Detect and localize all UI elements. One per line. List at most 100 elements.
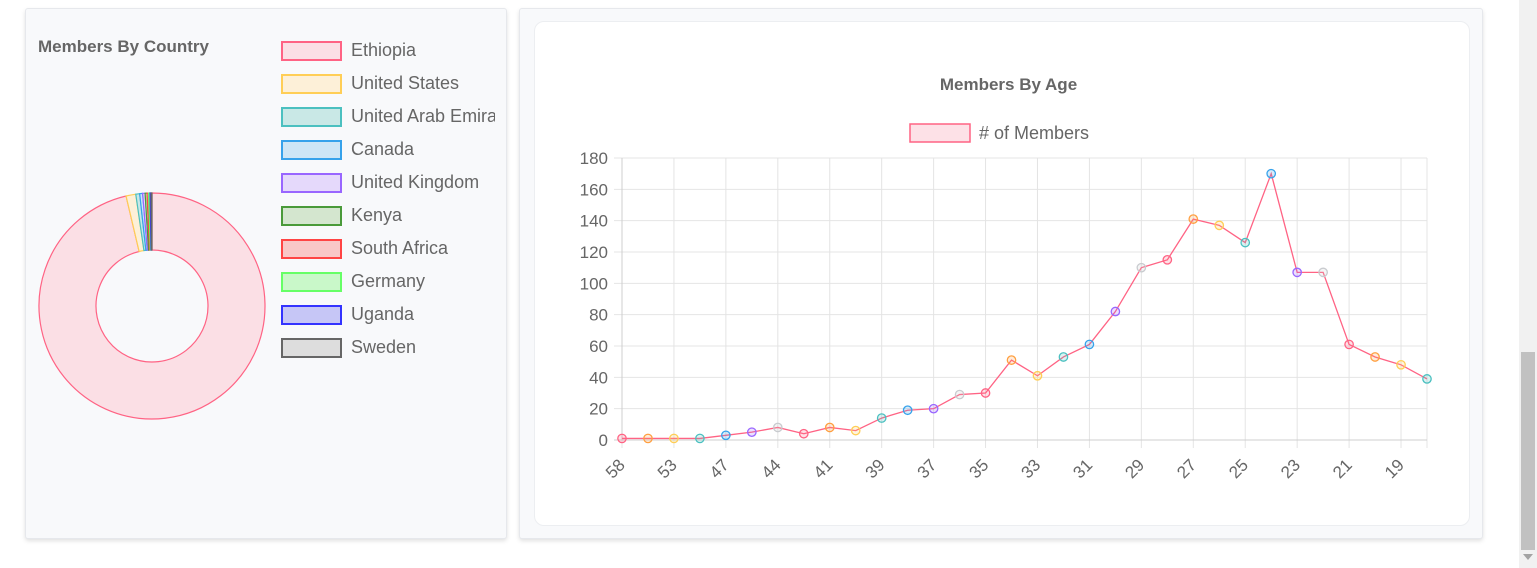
country-doughnut-chart xyxy=(38,192,266,420)
legend-label: United Kingdom xyxy=(351,172,480,192)
legend-item-ethiopia[interactable]: Ethiopia xyxy=(281,34,495,67)
legend-swatch xyxy=(281,139,342,160)
age-legend-swatch xyxy=(909,123,971,143)
x-tick-label: 58 xyxy=(602,455,629,482)
x-tick-label: 39 xyxy=(862,455,889,482)
scroll-down-arrow-icon[interactable] xyxy=(1523,554,1533,560)
legend-item-sweden[interactable]: Sweden xyxy=(281,331,495,364)
data-point[interactable] xyxy=(1136,262,1147,273)
data-point[interactable] xyxy=(1084,339,1095,350)
data-point[interactable] xyxy=(1370,352,1380,362)
legend-item-germany[interactable]: Germany xyxy=(281,265,495,298)
age-legend-label: # of Members xyxy=(979,123,1089,143)
members-series-line xyxy=(622,171,1428,440)
x-tick-label: 41 xyxy=(810,455,837,482)
x-tick-label: 19 xyxy=(1381,455,1408,482)
data-point[interactable] xyxy=(746,427,757,438)
data-point[interactable] xyxy=(643,433,653,444)
y-tick-label: 160 xyxy=(580,180,608,199)
y-tick-label: 140 xyxy=(580,212,608,231)
x-tick-label: 27 xyxy=(1173,455,1200,482)
x-tick-label: 31 xyxy=(1069,455,1096,482)
age-line-chart: Members By Age # of Members 0 20 40 60 80 100 12… xyxy=(580,75,1432,482)
data-point[interactable] xyxy=(1422,374,1432,384)
data-point[interactable] xyxy=(721,430,731,441)
data-point[interactable] xyxy=(798,428,809,439)
legend-item-united-kingdom[interactable]: United Kingdom xyxy=(281,166,495,199)
data-point[interactable] xyxy=(669,433,679,444)
data-point[interactable] xyxy=(617,433,627,444)
data-point[interactable] xyxy=(1032,370,1043,381)
members-by-age-card: Members By Age # of Members 0 20 40 60 80 100 12… xyxy=(519,8,1483,539)
legend-swatch xyxy=(281,205,342,226)
scrollbar-thumb[interactable] xyxy=(1521,352,1535,550)
legend-item-south-africa[interactable]: South Africa xyxy=(281,232,495,265)
data-point[interactable] xyxy=(1006,355,1017,365)
y-tick-label: 180 xyxy=(580,149,608,168)
data-point[interactable] xyxy=(1240,237,1251,248)
legend-label: Uganda xyxy=(351,304,415,324)
legend-label: United Arab Emira xyxy=(351,106,495,126)
y-tick-label: 0 xyxy=(599,431,608,450)
x-tick-label: 21 xyxy=(1329,455,1356,482)
age-chart-title: Members By Age xyxy=(940,75,1077,94)
legend-label: Sweden xyxy=(351,337,417,357)
y-tick-label: 60 xyxy=(589,337,608,356)
legend-swatch xyxy=(281,40,342,61)
legend-label: Ethiopia xyxy=(351,40,417,60)
y-tick-label: 100 xyxy=(580,274,608,293)
data-point[interactable] xyxy=(902,405,913,416)
data-point[interactable] xyxy=(1058,352,1069,362)
data-point[interactable] xyxy=(772,422,783,433)
members-by-country-card: Members By Country Ethiopia United States… xyxy=(25,8,507,539)
x-tick-label: 23 xyxy=(1277,455,1304,482)
legend-label: Kenya xyxy=(351,205,403,225)
data-point[interactable] xyxy=(1110,306,1121,317)
data-point[interactable] xyxy=(1318,267,1328,278)
data-point[interactable] xyxy=(980,388,991,398)
x-tick-label: 53 xyxy=(654,455,681,482)
doughnut-slice-sweden[interactable] xyxy=(150,192,153,251)
data-point[interactable] xyxy=(1344,339,1354,350)
country-chart-title: Members By Country xyxy=(38,37,209,56)
legend-label: United States xyxy=(351,73,460,93)
legend-label: South Africa xyxy=(351,238,449,258)
data-point[interactable] xyxy=(1266,168,1277,179)
y-tick-label: 40 xyxy=(589,368,608,387)
data-point[interactable] xyxy=(1396,359,1406,370)
data-point[interactable] xyxy=(1292,267,1303,278)
x-tick-label: 35 xyxy=(966,455,993,482)
x-tick-label: 44 xyxy=(758,455,785,482)
data-point[interactable] xyxy=(695,433,705,444)
x-tick-label: 33 xyxy=(1017,455,1044,482)
legend-swatch xyxy=(281,238,342,259)
legend-swatch xyxy=(281,271,342,292)
legend-swatch xyxy=(281,337,342,358)
y-tick-label: 80 xyxy=(589,306,608,325)
data-point[interactable] xyxy=(850,425,861,436)
data-point[interactable] xyxy=(876,413,887,423)
age-chart-panel: Members By Age # of Members 0 20 40 60 80 100 12… xyxy=(534,21,1470,526)
legend-item-uganda[interactable]: Uganda xyxy=(281,298,495,331)
data-point[interactable] xyxy=(824,422,835,433)
data-point[interactable] xyxy=(1188,214,1199,224)
legend-label: Canada xyxy=(351,139,415,159)
data-point[interactable] xyxy=(1214,220,1225,231)
doughnut-slice-ethiopia[interactable] xyxy=(38,192,266,420)
x-tick-label: 29 xyxy=(1121,455,1148,482)
data-point[interactable] xyxy=(928,403,939,414)
x-tick-label: 37 xyxy=(914,455,941,482)
legend-swatch xyxy=(281,73,342,94)
data-point[interactable] xyxy=(954,389,965,400)
country-legend: Ethiopia United States United Arab Emira Ca… xyxy=(281,34,495,364)
y-tick-label: 120 xyxy=(580,243,608,262)
x-tick-label: 25 xyxy=(1225,455,1252,482)
data-point[interactable] xyxy=(1162,254,1173,265)
legend-item-kenya[interactable]: Kenya xyxy=(281,199,495,232)
y-tick-label: 20 xyxy=(589,400,608,419)
age-legend[interactable]: # of Members xyxy=(909,123,1089,143)
x-tick-label: 47 xyxy=(706,455,733,482)
legend-item-canada[interactable]: Canada xyxy=(281,133,495,166)
legend-item-united-arab-emira[interactable]: United Arab Emira xyxy=(281,100,495,133)
legend-item-united-states[interactable]: United States xyxy=(281,67,495,100)
